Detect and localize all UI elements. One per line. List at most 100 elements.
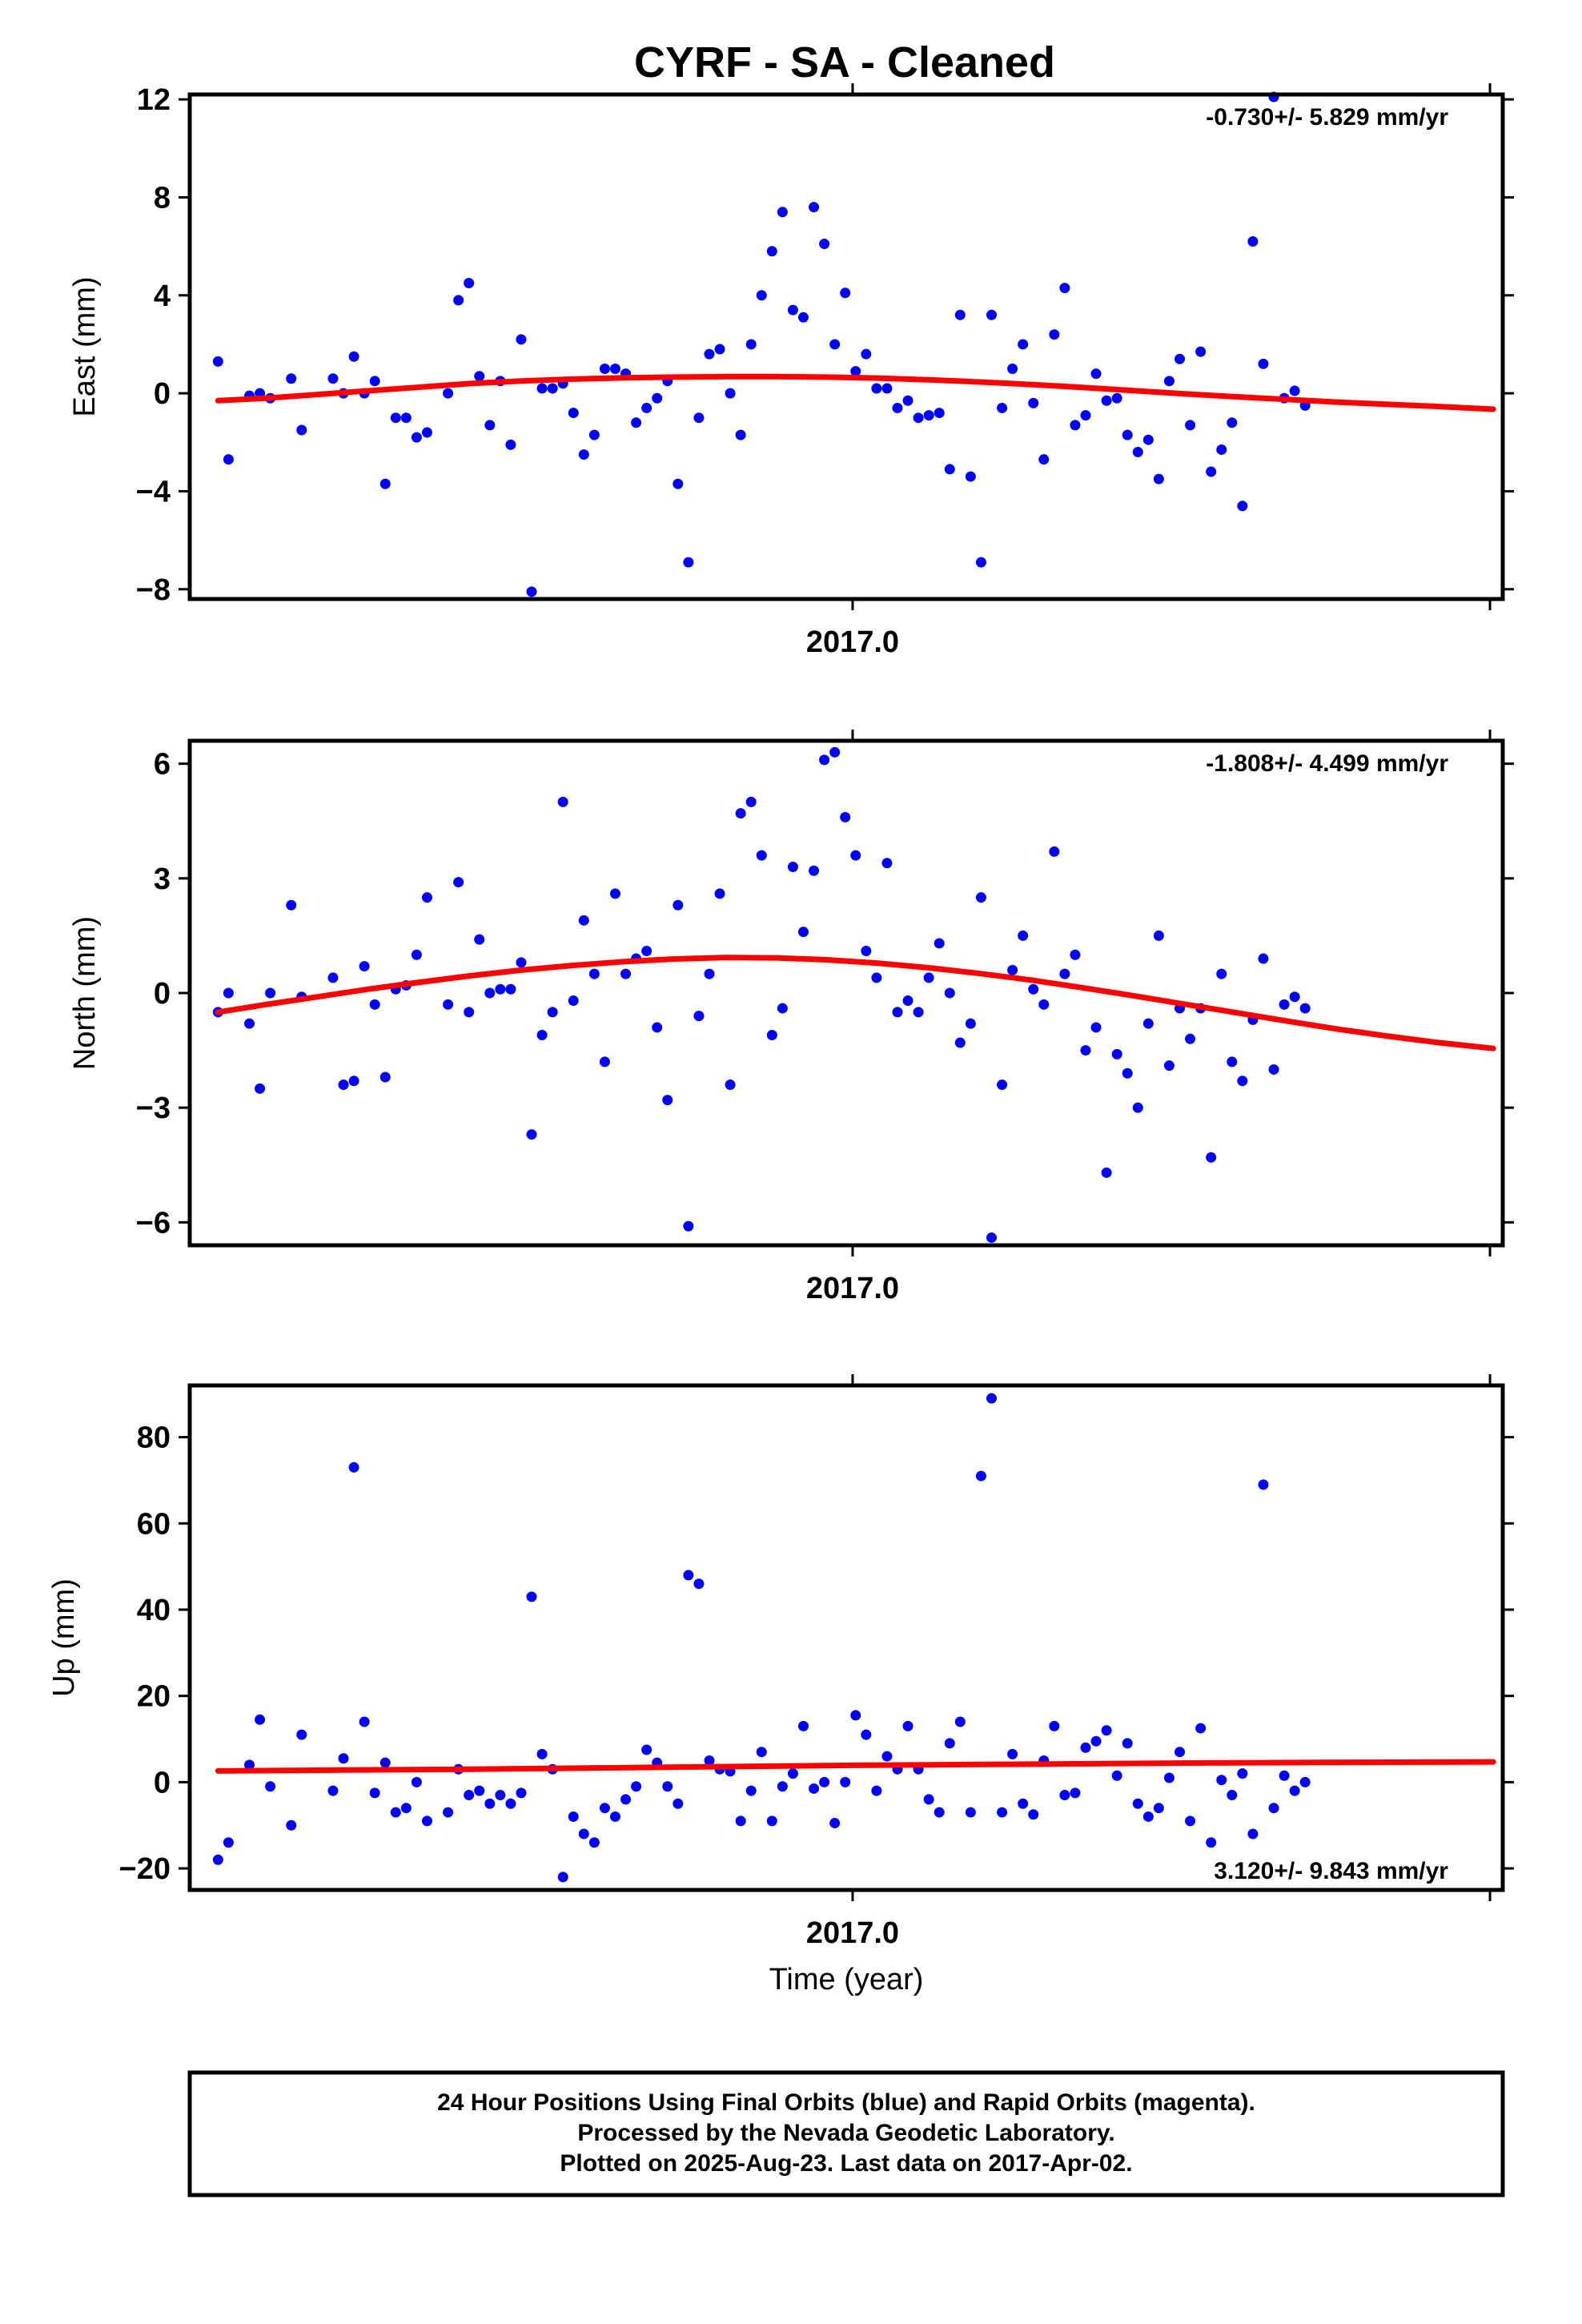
east-data-point xyxy=(787,304,798,316)
north-data-point xyxy=(609,888,620,899)
east-data-point xyxy=(1018,339,1029,350)
footer-box: 24 Hour Positions Using Final Orbits (bl… xyxy=(187,2070,1505,2197)
north-data-point xyxy=(850,850,861,861)
up-ytick-label: 0 xyxy=(154,1766,171,1799)
east-data-point xyxy=(1163,376,1174,387)
north-data-point xyxy=(348,1076,359,1087)
north-data-point xyxy=(359,961,370,972)
north-data-point xyxy=(411,949,422,960)
east-data-point xyxy=(400,412,412,424)
north-data-point xyxy=(505,983,516,995)
up-ytick-label: −20 xyxy=(119,1852,171,1886)
north-data-point xyxy=(683,1220,694,1232)
north-data-point xyxy=(892,1007,903,1018)
up-data-point xyxy=(588,1837,600,1848)
up-data-point xyxy=(400,1803,412,1814)
north-data-point xyxy=(997,1080,1008,1091)
panel-east: 12 8 4 0 −4 −8 2017.0 East (mm) -0.730+/- 5.829 … xyxy=(68,83,1514,659)
east-data-point xyxy=(578,449,589,460)
north-data-point xyxy=(1299,1003,1311,1014)
north-data-point xyxy=(1289,991,1300,1003)
north-data-point xyxy=(255,1083,266,1094)
east-data-point xyxy=(286,373,297,384)
east-data-point xyxy=(1090,368,1102,380)
up-data-point xyxy=(421,1815,432,1827)
north-ytick-label: 3 xyxy=(154,862,171,896)
up-data-point xyxy=(1258,1479,1269,1490)
up-data-point xyxy=(1018,1798,1029,1809)
north-data-point xyxy=(1028,983,1039,995)
east-data-point xyxy=(453,295,464,306)
up-data-point xyxy=(1028,1809,1039,1820)
up-data-point xyxy=(359,1716,370,1727)
north-data-point xyxy=(599,1056,610,1068)
up-fit-line xyxy=(215,1759,1496,1774)
panel-up: 80 60 40 20 0 −20 2017.0 Up (mm) 3.120+/- 9.843 … xyxy=(47,1374,1514,1950)
north-data-point xyxy=(840,811,851,822)
up-data-point xyxy=(1007,1748,1018,1759)
up-data-point xyxy=(255,1714,266,1725)
east-data-point xyxy=(997,402,1008,413)
east-data-point xyxy=(296,424,307,436)
east-data-point xyxy=(474,371,485,382)
up-data-point xyxy=(861,1729,872,1740)
up-data-point xyxy=(673,1798,684,1809)
north-ytick-label: 0 xyxy=(154,977,171,1011)
up-data-point xyxy=(505,1798,516,1809)
up-data-point xyxy=(1289,1785,1300,1796)
up-data-point xyxy=(662,1781,673,1792)
footer-frame xyxy=(187,2070,1505,2197)
east-ytick-label: −8 xyxy=(136,573,171,607)
east-data-point xyxy=(1174,353,1186,364)
up-data-point xyxy=(1163,1772,1174,1783)
north-data-point xyxy=(1279,999,1290,1010)
up-data-point xyxy=(536,1748,548,1759)
up-data-point xyxy=(631,1781,642,1792)
east-ytick-label: 4 xyxy=(154,279,171,313)
up-ytick-label: 20 xyxy=(137,1680,171,1714)
north-data-point xyxy=(443,999,454,1010)
up-data-point xyxy=(840,1776,851,1787)
up-y-axis-label: Up (mm) xyxy=(47,1578,81,1697)
up-data-point xyxy=(787,1768,798,1779)
east-data-point xyxy=(975,557,986,568)
east-data-point xyxy=(693,412,705,424)
east-data-point xyxy=(1028,397,1039,408)
north-data-point xyxy=(735,808,746,819)
north-data-point xyxy=(861,946,872,956)
east-y-axis-label: East (mm) xyxy=(68,276,102,416)
north-data-point xyxy=(745,796,757,807)
up-rate-annotation: 3.120+/- 9.843 mm/yr xyxy=(1214,1858,1448,1884)
up-data-point xyxy=(819,1776,830,1787)
north-data-point xyxy=(1237,1076,1248,1087)
east-data-point xyxy=(390,412,401,424)
east-data-point xyxy=(798,312,809,323)
north-data-point xyxy=(1142,1018,1154,1029)
east-data-point xyxy=(1289,385,1300,396)
north-data-point xyxy=(495,983,506,995)
north-data-point xyxy=(1227,1056,1238,1068)
east-data-point xyxy=(1111,392,1122,404)
up-data-point xyxy=(829,1818,841,1829)
up-ytick-label: 40 xyxy=(137,1594,171,1627)
up-data-point xyxy=(735,1815,746,1827)
north-data-point xyxy=(1122,1068,1133,1079)
north-data-point xyxy=(871,972,882,983)
east-data-point xyxy=(505,439,516,450)
east-data-point xyxy=(536,383,548,394)
up-data-point xyxy=(923,1794,934,1805)
north-data-point xyxy=(379,1072,391,1083)
east-xtick-label: 2017.0 xyxy=(806,625,899,659)
north-data-point xyxy=(944,987,955,999)
up-data-point xyxy=(997,1807,1008,1818)
east-frame xyxy=(187,92,1505,601)
up-data-point xyxy=(1247,1828,1259,1839)
east-data-point xyxy=(1049,329,1060,340)
north-data-point xyxy=(954,1037,966,1048)
north-data-point xyxy=(725,1080,736,1091)
x-axis-label: Time (year) xyxy=(769,1963,924,1996)
up-ytick-label: 80 xyxy=(137,1421,171,1455)
up-data-point xyxy=(390,1807,401,1818)
up-data-point xyxy=(1174,1747,1186,1758)
